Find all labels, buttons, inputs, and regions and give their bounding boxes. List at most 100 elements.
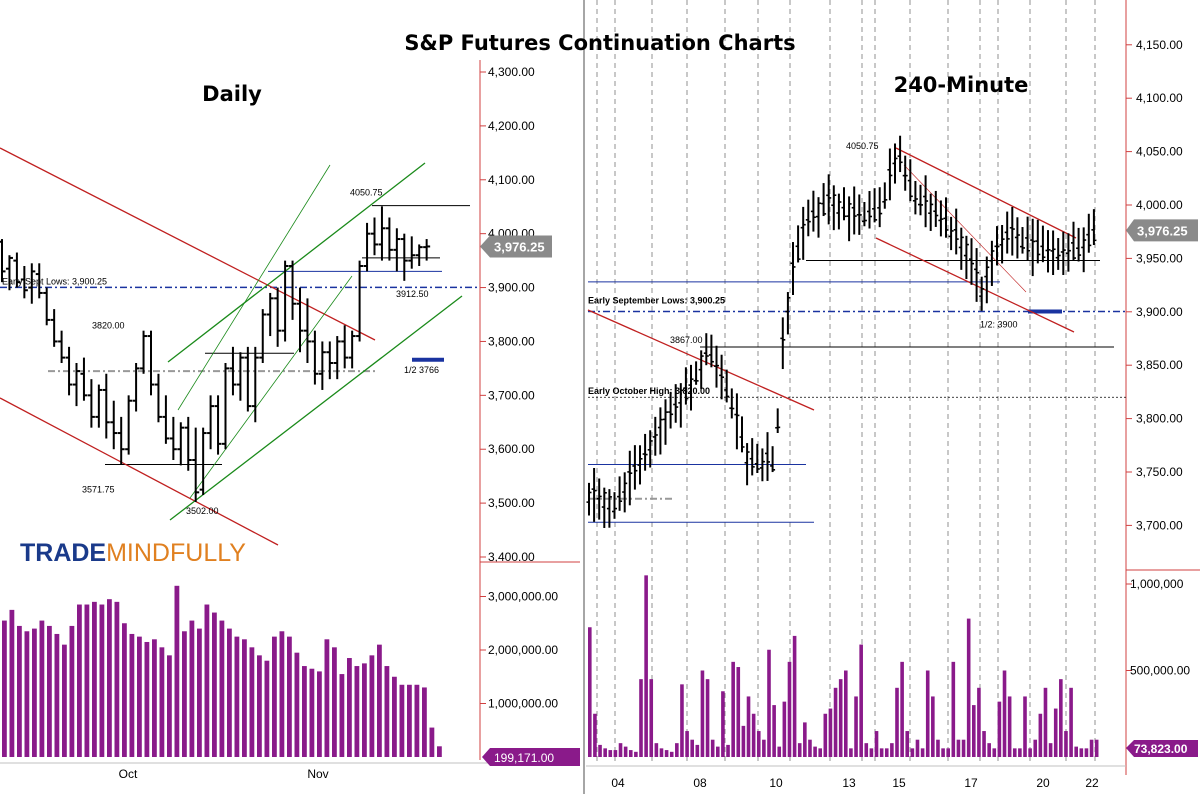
daily-volume-bar: [384, 666, 390, 757]
intraday-volume-bar: [685, 731, 689, 757]
intraday-y-tick-label: 3,950.00: [1136, 251, 1183, 265]
daily-volume-bar: [47, 625, 52, 757]
intraday-volume-bar: [628, 750, 633, 757]
intraday-y-tick-label: 3,800.00: [1136, 412, 1183, 426]
intraday-volume-bar: [884, 748, 889, 757]
intraday-volume-bar: [1023, 696, 1027, 757]
intraday-volume-bar: [966, 618, 971, 757]
daily-volume-bar: [249, 647, 255, 757]
intraday-y-tick-label: 4,050.00: [1136, 145, 1183, 159]
intraday-volume-bar: [741, 725, 746, 757]
intraday-annotation: 1/2: 3900: [980, 320, 1018, 330]
daily-volume-bar: [197, 628, 202, 757]
intraday-y-tick-label: 4,150.00: [1136, 38, 1183, 52]
daily-volume-bar: [332, 647, 337, 757]
intraday-volume-bar: [956, 739, 961, 757]
intraday-y-tick-label: 3,700.00: [1136, 518, 1183, 532]
intraday-volume-bar: [844, 670, 848, 757]
daily-volume-bar: [309, 668, 315, 757]
intraday-volume-bar: [828, 708, 833, 757]
daily-volume-tick-label: 2,000,000.00: [488, 643, 558, 657]
daily-y-tick-label: 3,400.00: [488, 550, 535, 564]
intraday-y-tick-label: 4,000.00: [1136, 198, 1183, 212]
daily-volume-bar: [32, 628, 37, 757]
intraday-volume-bar: [690, 739, 694, 757]
intraday-volume-bar: [680, 684, 684, 757]
intraday-volume-bar: [710, 739, 715, 757]
daily-volume-bar: [152, 639, 157, 757]
daily-y-tick-label: 3,500.00: [488, 496, 535, 510]
daily-volume-bar: [189, 620, 195, 757]
daily-annotation: 3571.75: [82, 484, 115, 494]
intraday-volume-bar: [987, 743, 991, 757]
daily-volume-bar: [144, 641, 150, 757]
intraday-volume-bar: [659, 748, 664, 757]
intraday-volume-bar: [634, 751, 638, 757]
intraday-volume-bar: [803, 722, 807, 757]
daily-volume-bar: [347, 658, 352, 757]
daily-volume-bar: [137, 636, 142, 757]
intraday-volume-bar: [992, 748, 997, 757]
intraday-x-tick-label: 17: [964, 776, 978, 790]
brand-logo: TRADEMINDFULLY: [20, 539, 246, 567]
daily-x-tick-label: Nov: [307, 767, 328, 781]
intraday-volume-bar: [669, 751, 674, 757]
intraday-volume-bar: [613, 750, 618, 757]
intraday-volume-bar: [700, 670, 705, 757]
daily-y-tick-label: 4,100.00: [488, 173, 535, 187]
daily-volume-bar: [114, 601, 120, 757]
intraday-volume-bar: [864, 743, 869, 757]
intraday-volume-bar: [1007, 696, 1012, 757]
daily-volume-bar: [272, 636, 277, 757]
daily-volume-last-tag: [482, 748, 580, 766]
daily-volume-tick-label: 3,000,000.00: [488, 590, 558, 604]
intraday-volume-bar: [603, 748, 607, 757]
intraday-volume-bar: [787, 661, 792, 757]
daily-volume-bar: [204, 604, 210, 757]
intraday-annotation: Early September Lows: 3,900.25: [588, 296, 725, 306]
intraday-volume-bar: [879, 748, 884, 757]
daily-y-tick-label: 3,600.00: [488, 442, 535, 456]
intraday-y-tick-label: 4,100.00: [1136, 91, 1183, 105]
intraday-annotation: 4050.75: [846, 141, 879, 151]
intraday-last-price-label: 3,976.25: [1137, 223, 1188, 238]
brand-logo-part-1: TRADE: [20, 539, 106, 567]
intraday-volume-tick-label: 500,000.00: [1130, 664, 1190, 678]
daily-volume-bar: [324, 639, 330, 757]
daily-volume-bar: [129, 633, 135, 757]
intraday-y-tick-label: 3,850.00: [1136, 358, 1183, 372]
daily-annotation: 3502.00: [186, 506, 219, 516]
intraday-volume-bar: [1043, 687, 1048, 757]
daily-x-tick-label: Oct: [119, 767, 138, 781]
intraday-volume-bar: [588, 627, 592, 757]
daily-volume-bar: [437, 746, 442, 757]
intraday-annotation: 3867.00: [670, 335, 703, 345]
daily-annotation: 4050.75: [350, 187, 383, 197]
intraday-volume-bar: [777, 746, 782, 757]
daily-volume-bar: [2, 620, 7, 757]
intraday-red-channel-upper: [895, 147, 1077, 239]
intraday-volume-bar: [695, 744, 700, 757]
daily-volume-bar: [354, 666, 360, 757]
intraday-volume-bar: [925, 670, 930, 757]
daily-volume-bar: [77, 604, 82, 757]
intraday-volume-bar: [997, 701, 1002, 757]
daily-y-tick-label: 4,200.00: [488, 119, 535, 133]
daily-volume-bar: [62, 644, 67, 757]
intraday-volume-bar: [762, 739, 766, 757]
intraday-volume-bar: [859, 644, 863, 757]
daily-volume-bar: [174, 585, 180, 757]
intraday-volume-bar: [900, 661, 904, 757]
daily-volume-bar: [422, 687, 427, 757]
intraday-volume-bar: [849, 748, 853, 757]
intraday-volume-bar: [623, 746, 628, 757]
intraday-volume-bar: [977, 687, 981, 757]
daily-volume-bar: [279, 631, 285, 757]
intraday-volume-bar: [782, 701, 787, 757]
daily-volume-bar: [317, 671, 322, 757]
intraday-volume-bar: [1048, 743, 1053, 757]
daily-annotation: Early Sept Lows: 3,900.25: [2, 276, 107, 286]
daily-volume-bar: [9, 609, 15, 757]
intraday-volume-bar: [675, 743, 679, 757]
